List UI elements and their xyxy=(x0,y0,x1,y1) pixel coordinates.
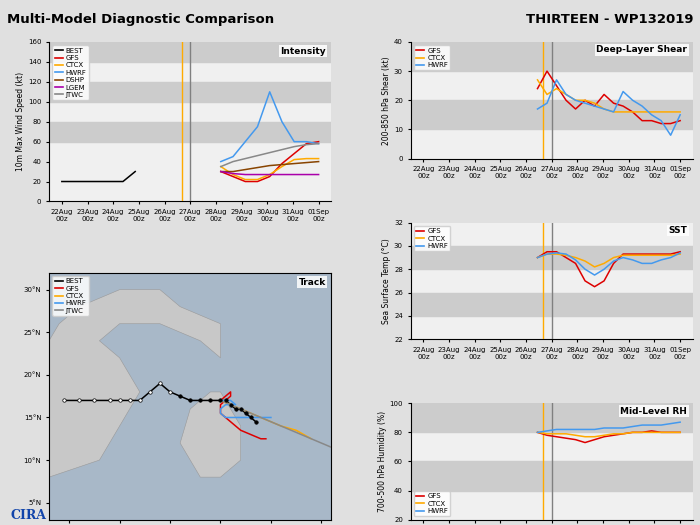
Y-axis label: 700-500 hPa Humidity (%): 700-500 hPa Humidity (%) xyxy=(377,411,386,512)
Text: THIRTEEN - WP132019: THIRTEEN - WP132019 xyxy=(526,13,693,26)
Text: Multi-Model Diagnostic Comparison: Multi-Model Diagnostic Comparison xyxy=(7,13,274,26)
Legend: GFS, CTCX, HWRF: GFS, CTCX, HWRF xyxy=(414,226,450,251)
Polygon shape xyxy=(180,392,241,477)
Legend: GFS, CTCX, HWRF: GFS, CTCX, HWRF xyxy=(414,46,450,70)
Text: Mid-Level RH: Mid-Level RH xyxy=(620,407,687,416)
Legend: BEST, GFS, CTCX, HWRF, JTWC: BEST, GFS, CTCX, HWRF, JTWC xyxy=(52,276,89,316)
Text: SST: SST xyxy=(668,226,687,235)
Text: Track: Track xyxy=(299,278,326,287)
Bar xyxy=(410,246,693,269)
Legend: BEST, GFS, CTCX, HWRF, DSHP, LGEM, JTWC: BEST, GFS, CTCX, HWRF, DSHP, LGEM, JTWC xyxy=(52,46,89,100)
Bar xyxy=(410,403,693,433)
Text: Deep-Layer Shear: Deep-Layer Shear xyxy=(596,46,687,55)
Bar xyxy=(410,42,693,71)
Legend: GFS, CTCX, HWRF: GFS, CTCX, HWRF xyxy=(414,491,450,516)
Bar xyxy=(49,82,332,102)
Polygon shape xyxy=(49,290,220,477)
Y-axis label: 200-850 hPa Shear (kt): 200-850 hPa Shear (kt) xyxy=(382,56,391,144)
Bar xyxy=(49,122,332,142)
Bar xyxy=(410,292,693,316)
Bar xyxy=(410,100,693,129)
Bar xyxy=(49,42,332,62)
Text: Intensity: Intensity xyxy=(280,47,326,56)
Bar xyxy=(410,461,693,491)
Y-axis label: Sea Surface Temp (°C): Sea Surface Temp (°C) xyxy=(382,238,391,324)
Text: CIRA: CIRA xyxy=(10,509,46,522)
Y-axis label: 10m Max Wind Speed (kt): 10m Max Wind Speed (kt) xyxy=(16,72,25,171)
